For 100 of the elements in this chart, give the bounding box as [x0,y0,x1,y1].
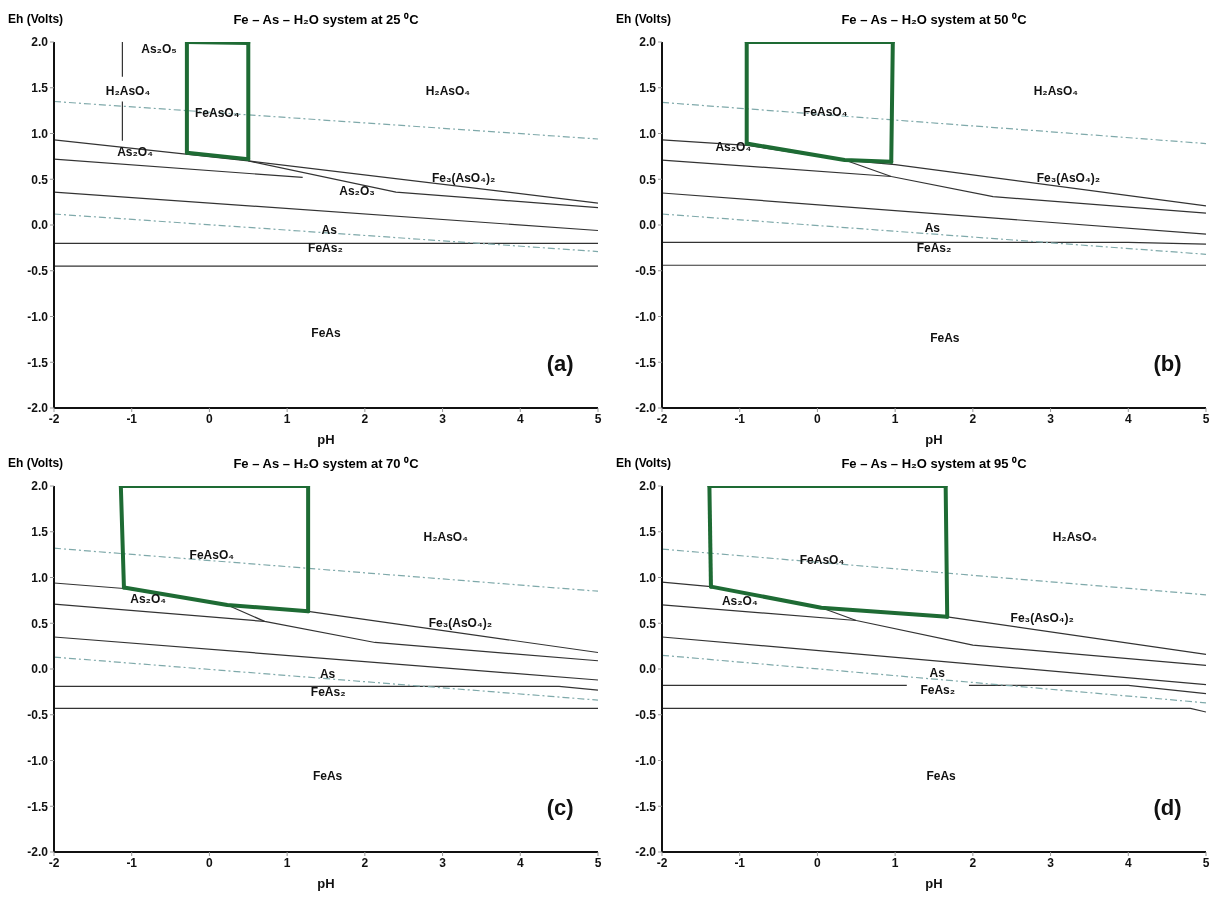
x-tick-label: 4 [516,855,524,870]
x-tick-label: -1 [126,855,138,870]
x-tick-label: 4 [516,411,524,426]
x-axis-title: pH [317,432,335,447]
x-tick-label: 5 [594,411,602,426]
annotation: H₂AsO₄ [105,83,151,98]
annotation: (b) [1153,351,1182,378]
x-tick-label: -2 [656,411,668,426]
x-tick-label: 5 [594,855,602,870]
x-axis-title: pH [925,876,943,891]
y-axis-title: Eh (Volts) [616,456,672,470]
x-tick-label: 5 [1202,855,1210,870]
y-tick-label: -0.5 [635,264,657,279]
annotation: Fe₃(AsO₄)₂ [428,616,492,631]
x-tick-label: -2 [656,855,668,870]
y-tick-label: -2.0 [635,845,657,860]
x-tick-label: 1 [891,411,899,426]
y-tick-label: 0.0 [31,218,49,233]
y-tick-label: 1.0 [31,570,49,585]
x-tick-label: 3 [439,855,447,870]
annotation: (c) [546,795,574,822]
y-tick-label: 0.5 [31,616,49,631]
y-axis-title: Eh (Volts) [8,456,64,470]
x-tick-label: 1 [891,855,899,870]
y-tick-label: -2.0 [27,845,49,860]
x-tick-label: -1 [734,855,746,870]
annotation: H₂AsO₄ [425,83,471,98]
y-axis-title: Eh (Volts) [616,12,672,26]
annotation: FeAs₂ [920,683,956,698]
y-tick-label: 1.0 [639,126,657,141]
y-tick-label: 2.0 [31,35,49,50]
annotation: FeAsO₄ [194,105,240,120]
y-tick-label: 1.5 [639,81,657,96]
y-tick-label: 0.5 [639,172,657,187]
y-tick-label: 2.0 [639,479,657,494]
annotation: Fe₃(AsO₄)₂ [1036,171,1100,186]
y-tick-label: 1.0 [31,126,49,141]
x-tick-label: 4 [1124,411,1132,426]
x-tick-label: 0 [814,411,822,426]
chart-title: Fe – As – H₂O system at 25 ⁰C [233,12,419,27]
annotation: (d) [1153,795,1182,822]
chart-title: Fe – As – H₂O system at 50 ⁰C [841,12,1027,27]
annotation: As₂O₄ [130,592,166,607]
annotation: H₂AsO₄ [423,530,468,545]
annotation: As₂O₄ [721,594,758,609]
annotation: H₂AsO₄ [1052,530,1098,545]
x-axis-title: pH [317,876,335,891]
annotation: FeAs₂ [308,241,343,256]
x-tick-label: 3 [1047,411,1055,426]
y-tick-label: -1.5 [635,355,657,370]
y-tick-label: 0.5 [639,616,657,631]
chart-title: Fe – As – H₂O system at 95 ⁰C [841,456,1027,471]
x-tick-label: -1 [126,411,138,426]
y-tick-label: 1.0 [639,570,657,585]
annotation: FeAsO₄ [799,553,845,568]
annotation: As [924,220,941,235]
x-tick-label: 1 [283,855,291,870]
x-tick-label: -2 [48,855,60,870]
y-tick-label: -1.5 [635,799,657,814]
annotation: FeAsO₄ [802,104,848,119]
y-axis-title: Eh (Volts) [8,12,64,26]
annotation: As [321,222,337,237]
y-tick-label: -0.5 [27,264,49,279]
x-tick-label: 2 [969,855,977,870]
x-axis-title: pH [925,432,943,447]
y-tick-label: -1.0 [27,753,49,768]
annotation: As₂O₄ [117,144,153,159]
x-tick-label: 0 [206,411,214,426]
y-tick-label: -0.5 [27,708,49,723]
y-tick-label: -1.5 [27,799,49,814]
y-tick-label: 0.0 [639,218,657,233]
annotation: FeAs [930,331,960,346]
x-tick-label: 1 [283,411,291,426]
y-tick-label: 1.5 [31,525,49,540]
y-tick-label: 0.0 [639,662,657,677]
y-tick-label: -1.0 [635,753,657,768]
y-tick-label: 2.0 [31,479,49,494]
annotation: Fe₃(AsO₄)₂ [431,171,496,186]
y-tick-label: 0.5 [31,172,49,187]
annotation: As₂O₄ [715,140,752,155]
y-tick-label: 1.5 [639,525,657,540]
annotation: (a) [546,351,574,378]
annotation: FeAs [311,325,341,340]
y-tick-label: -0.5 [635,708,657,723]
x-tick-label: 0 [206,855,214,870]
y-tick-label: 2.0 [639,35,657,50]
annotation: As₂O₃ [339,184,375,199]
x-tick-label: 0 [814,855,822,870]
y-tick-label: -1.0 [635,309,657,324]
x-tick-label: 2 [969,411,977,426]
y-tick-label: 0.0 [31,662,49,677]
x-tick-label: 3 [1047,855,1055,870]
annotation: Fe₃(AsO₄)₂ [1010,611,1074,626]
x-tick-label: 3 [439,411,447,426]
annotation: As [319,666,336,681]
chart-title: Fe – As – H₂O system at 70 ⁰C [233,456,419,471]
y-tick-label: -2.0 [27,401,49,416]
x-tick-label: -2 [48,411,60,426]
x-tick-label: -1 [734,411,746,426]
annotation: H₂AsO₄ [1033,83,1079,98]
